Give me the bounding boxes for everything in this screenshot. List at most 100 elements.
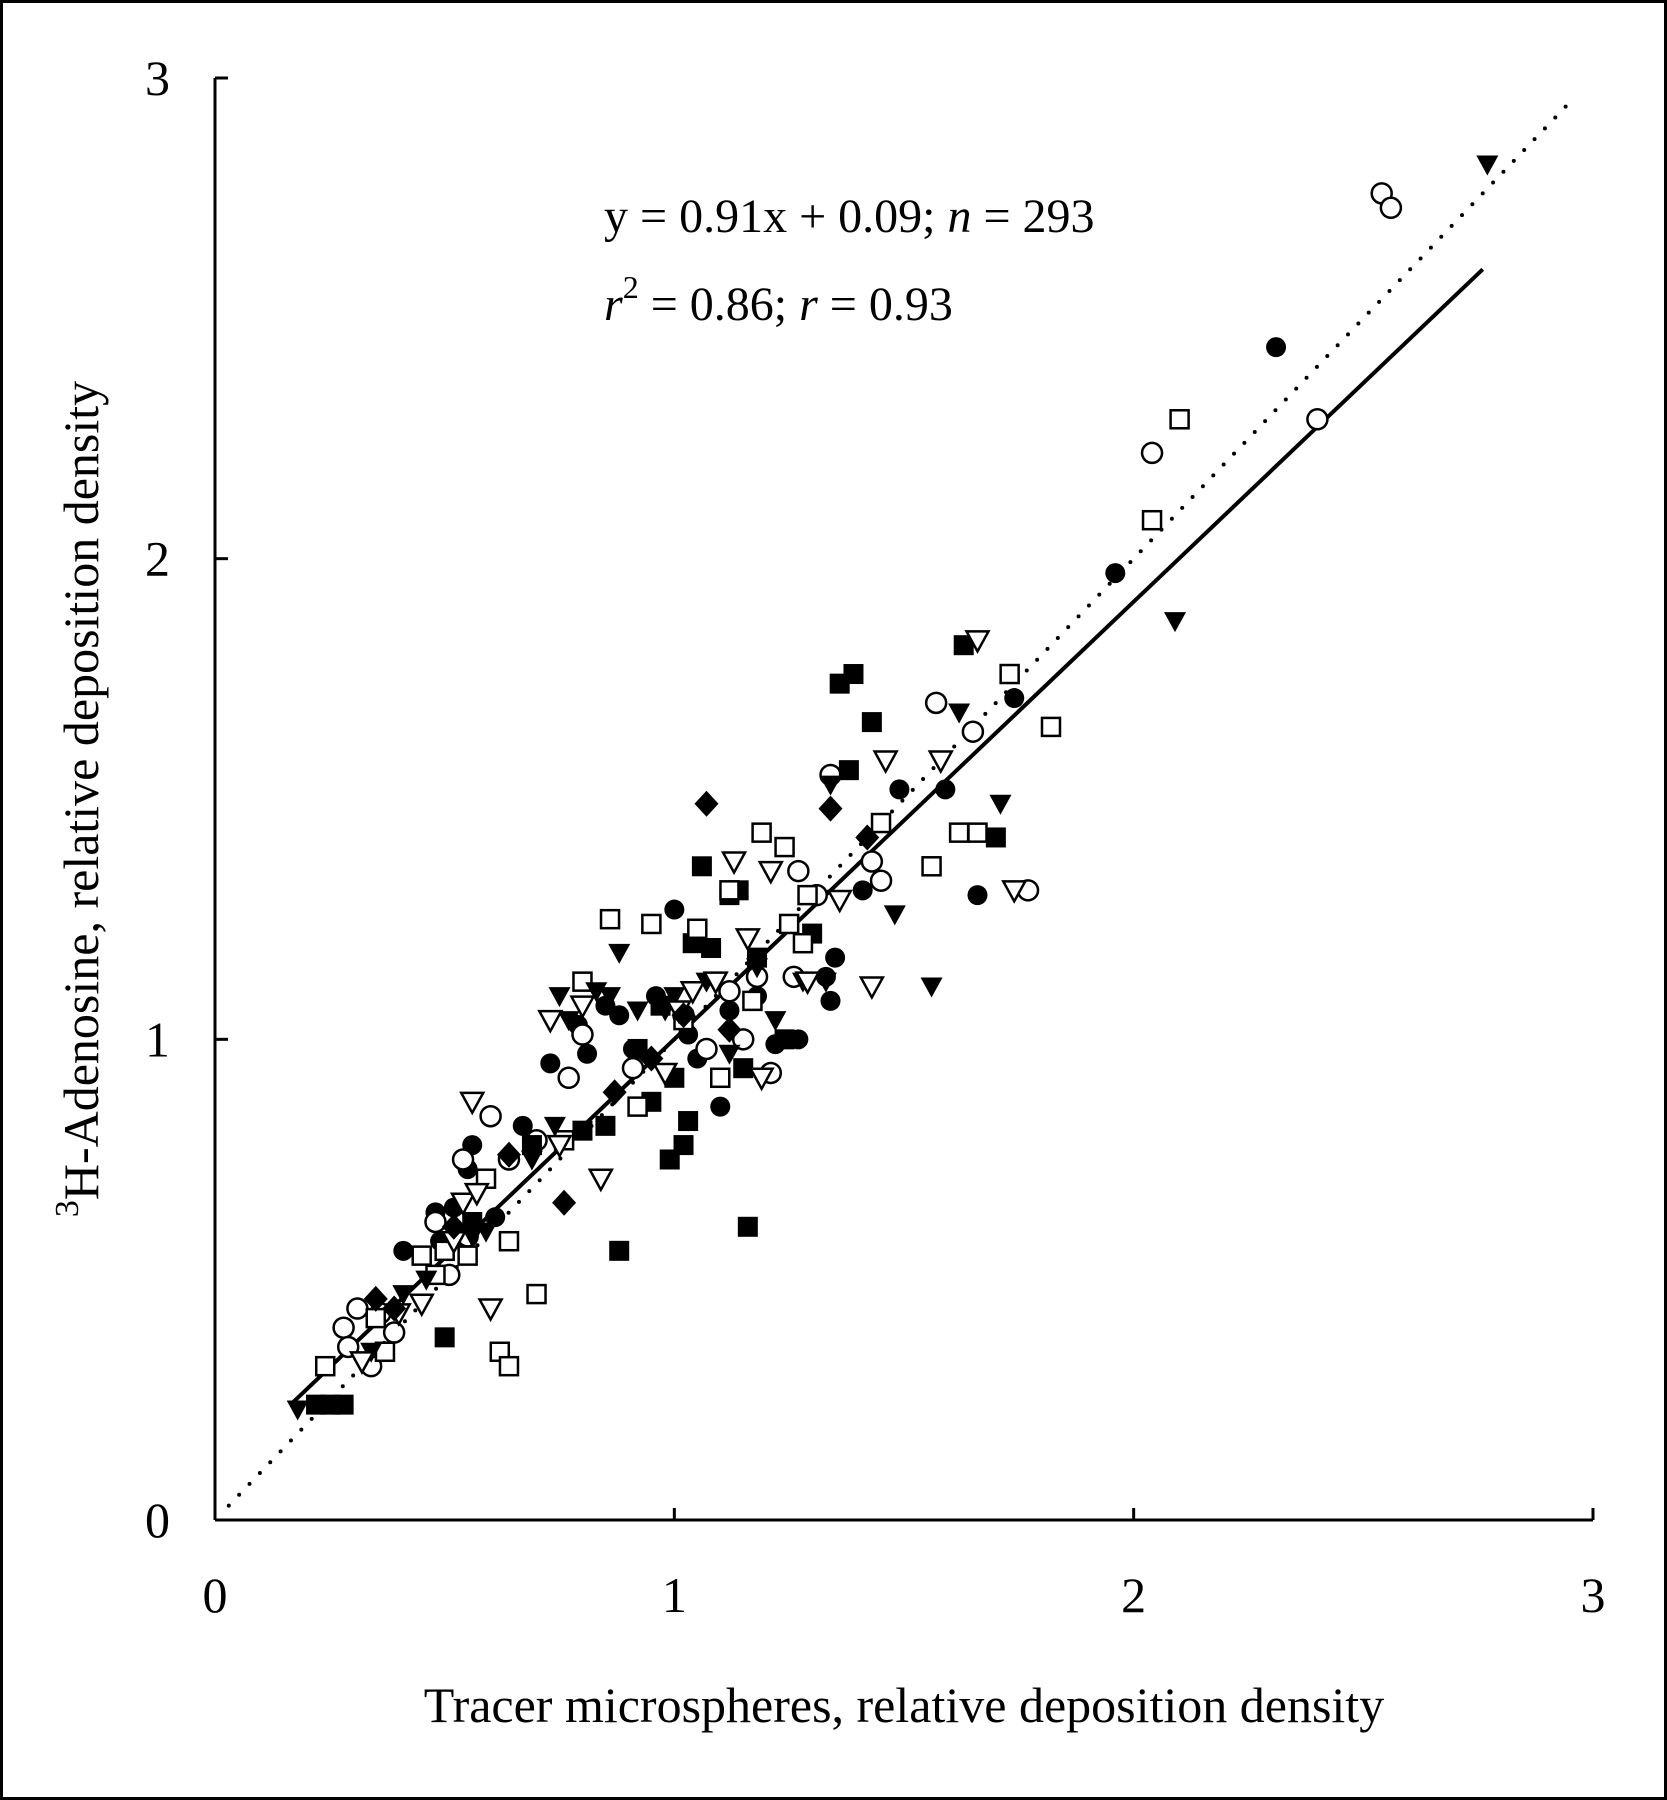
data-point <box>475 1222 498 1243</box>
data-point <box>826 889 853 914</box>
axes <box>213 78 1593 1522</box>
equation-n-value: = 293 <box>971 190 1094 243</box>
data-point <box>348 1351 376 1375</box>
data-point <box>408 1293 435 1318</box>
data-point <box>814 972 837 993</box>
data-point <box>461 1227 484 1248</box>
data-point <box>719 880 740 901</box>
data-point <box>609 1005 630 1026</box>
data-point <box>678 1111 699 1132</box>
data-point <box>679 981 706 1005</box>
data-point <box>787 859 810 883</box>
data-point <box>602 1079 627 1106</box>
equation-r2-superscript: 2 <box>623 269 639 305</box>
data-point <box>557 1011 580 1032</box>
data-point <box>1306 408 1329 431</box>
series-filled-diamond <box>363 790 880 1322</box>
data-point <box>852 880 873 901</box>
data-point <box>441 1213 466 1240</box>
data-point <box>572 1120 593 1141</box>
equation-r2-value: = 0.86; <box>639 278 799 331</box>
data-point <box>451 1148 475 1171</box>
data-point <box>1105 563 1126 584</box>
data-point <box>577 1043 598 1064</box>
data-point <box>546 1134 573 1159</box>
data-point <box>843 664 864 685</box>
data-point <box>1140 441 1164 465</box>
data-point <box>924 691 948 715</box>
data-point <box>572 971 593 992</box>
equation-r-value: = 0.93 <box>818 278 953 331</box>
data-point <box>1266 337 1287 358</box>
data-point <box>449 1192 477 1217</box>
data-point <box>794 971 821 996</box>
data-point <box>820 990 841 1011</box>
data-point <box>664 899 685 920</box>
data-point <box>1169 409 1190 430</box>
data-point <box>694 790 719 817</box>
data-point <box>526 1283 547 1305</box>
x-axis-title: Tracer microspheres, relative deposition… <box>424 1677 1384 1733</box>
data-point <box>537 1009 564 1034</box>
data-point <box>819 775 842 796</box>
data-point <box>764 1011 787 1032</box>
data-point <box>989 794 1012 815</box>
data-point <box>935 779 956 800</box>
data-point <box>382 1295 407 1322</box>
data-point <box>552 1189 577 1216</box>
data-point <box>608 943 631 964</box>
y-tick-label: 1 <box>145 1011 170 1067</box>
data-point <box>921 856 942 877</box>
series-open-triangle-down <box>348 630 1028 1375</box>
data-point <box>485 1207 506 1228</box>
series-open-circle <box>332 182 1403 1378</box>
data-point <box>742 990 763 1012</box>
data-point <box>587 1168 614 1193</box>
data-point <box>701 938 722 959</box>
y-axis-title-text: H-Adenosine, relative deposition density <box>53 381 109 1200</box>
data-point <box>424 1210 447 1234</box>
data-point <box>757 860 784 885</box>
y-tick-label: 0 <box>145 1492 170 1548</box>
data-point <box>710 1096 731 1117</box>
data-point <box>889 779 910 800</box>
ticks <box>215 76 1595 1522</box>
data-point <box>948 822 970 843</box>
series-filled-triangle-down <box>286 155 1499 1421</box>
data-point <box>797 884 818 906</box>
data-point <box>691 856 712 877</box>
data-point <box>512 1115 533 1136</box>
data-point <box>999 663 1020 685</box>
data-point <box>520 1150 543 1171</box>
data-point <box>718 980 741 1003</box>
equation-r2-symbol: r <box>604 278 623 331</box>
data-point <box>818 795 843 822</box>
data-point <box>920 977 943 998</box>
data-point <box>869 869 893 892</box>
data-point <box>953 635 974 656</box>
x-tick-label: 2 <box>1121 1567 1146 1623</box>
data-point <box>734 928 761 952</box>
data-point <box>314 1355 336 1377</box>
data-point <box>774 1029 795 1050</box>
data-point <box>673 1135 694 1156</box>
data-point <box>609 1240 630 1261</box>
data-point <box>415 1270 438 1291</box>
y-tick-label: 3 <box>145 50 170 106</box>
x-tick-label: 0 <box>203 1567 228 1623</box>
data-point <box>961 720 985 743</box>
data-point <box>540 1053 561 1074</box>
data-point <box>964 630 991 654</box>
data-point <box>569 995 596 1020</box>
y-axis-title: 3H-Adenosine, relative deposition densit… <box>49 381 109 1217</box>
data-point <box>641 913 662 935</box>
data-point <box>459 1091 486 1116</box>
data-point <box>543 1116 566 1137</box>
data-point <box>671 1002 696 1029</box>
data-point <box>860 850 884 873</box>
data-point <box>626 1001 649 1022</box>
data-point <box>498 1355 520 1377</box>
data-points <box>286 155 1499 1421</box>
data-point <box>479 1104 502 1128</box>
